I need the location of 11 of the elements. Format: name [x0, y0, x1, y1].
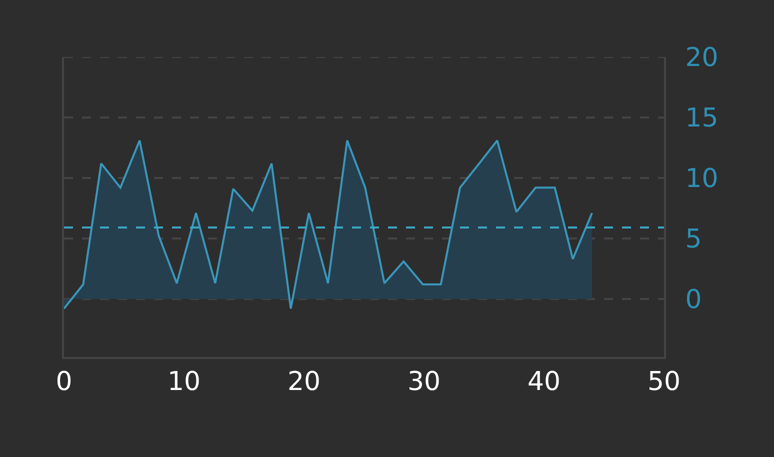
x-tick-label: 30 — [407, 367, 441, 398]
x-tick-label: 10 — [167, 367, 201, 398]
x-tick-label: 50 — [647, 367, 681, 398]
x-tick-label: 0 — [56, 367, 72, 398]
y-tick-label: 5 — [685, 224, 702, 255]
y-tick-label: 15 — [685, 104, 718, 134]
x-tick-label: 40 — [527, 367, 561, 398]
y-tick-label: 10 — [685, 164, 718, 194]
y-tick-label: 0 — [685, 285, 702, 316]
y-tick-label: 20 — [685, 43, 718, 74]
x-tick-label: 20 — [287, 367, 321, 398]
